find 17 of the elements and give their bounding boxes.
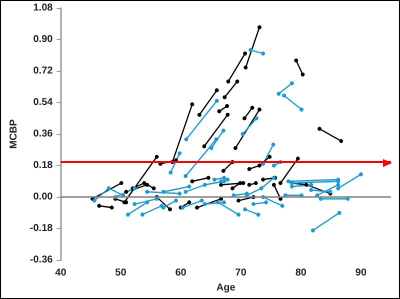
y-tick-label: 1.08 — [33, 2, 54, 14]
x-tick-label: 50 — [115, 268, 127, 279]
y-tick-label: 0.72 — [33, 66, 54, 77]
x-tick-label: 90 — [355, 268, 367, 279]
y-tick-label: 0.00 — [33, 192, 54, 203]
x-tick-label: 60 — [175, 268, 187, 279]
y-tick-label: 0.36 — [33, 128, 54, 140]
x-tick-label: 80 — [295, 268, 307, 279]
y-tick-label: -0.36 — [30, 254, 54, 266]
y-tick-label: 0.90 — [33, 34, 54, 46]
x-tick-label: 40 — [55, 268, 67, 279]
x-axis-title: Age — [216, 282, 236, 294]
y-tick-label: 0.18 — [33, 160, 54, 172]
x-tick-label: 70 — [235, 268, 247, 279]
y-axis-title: MCBP — [8, 119, 20, 149]
y-tick-label: 0.54 — [33, 97, 54, 108]
y-tick-label: -0.18 — [30, 223, 54, 234]
